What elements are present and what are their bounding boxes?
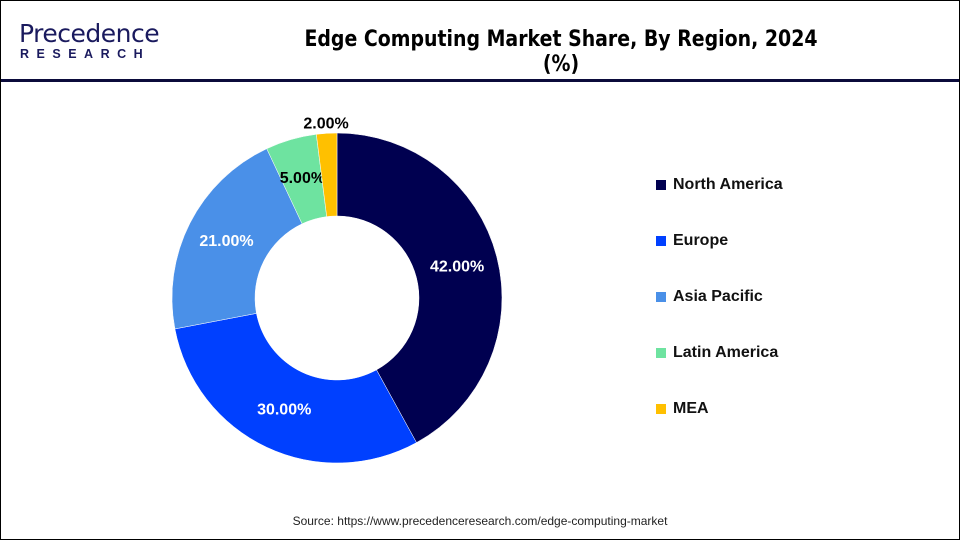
- slice-asia-pacific: [171, 148, 303, 330]
- data-label-latin-america: 5.00%: [280, 170, 325, 187]
- slice-europe: [174, 313, 417, 464]
- data-label-mea: 2.00%: [303, 116, 348, 133]
- legend-label: MEA: [673, 400, 709, 417]
- legend-swatch: [656, 404, 666, 414]
- legend-label: Asia Pacific: [673, 288, 763, 305]
- source-note: Source: https://www.precedenceresearch.c…: [292, 514, 668, 528]
- legend-swatch: [656, 180, 666, 190]
- legend-label: Europe: [673, 232, 729, 249]
- data-label-north-america: 42.00%: [430, 258, 484, 275]
- legend-swatch: [656, 348, 666, 358]
- header: Precedence RESEARCH Edge Computing Marke…: [1, 1, 959, 82]
- precedence-research-logo: Precedence RESEARCH: [19, 19, 160, 65]
- logo-line2: RESEARCH: [20, 47, 151, 61]
- logo-line1: Precedence: [19, 19, 160, 48]
- legend-swatch: [656, 292, 666, 302]
- data-label-asia-pacific: 21.00%: [199, 233, 253, 250]
- legend-label: North America: [673, 176, 783, 193]
- legend-label: Latin America: [673, 344, 779, 361]
- legend-swatch: [656, 236, 666, 246]
- slice-mea: [316, 132, 338, 217]
- chart-title: Edge Computing Market Share, By Region, …: [304, 27, 818, 77]
- data-label-europe: 30.00%: [257, 401, 311, 418]
- slice-north-america: [336, 132, 503, 443]
